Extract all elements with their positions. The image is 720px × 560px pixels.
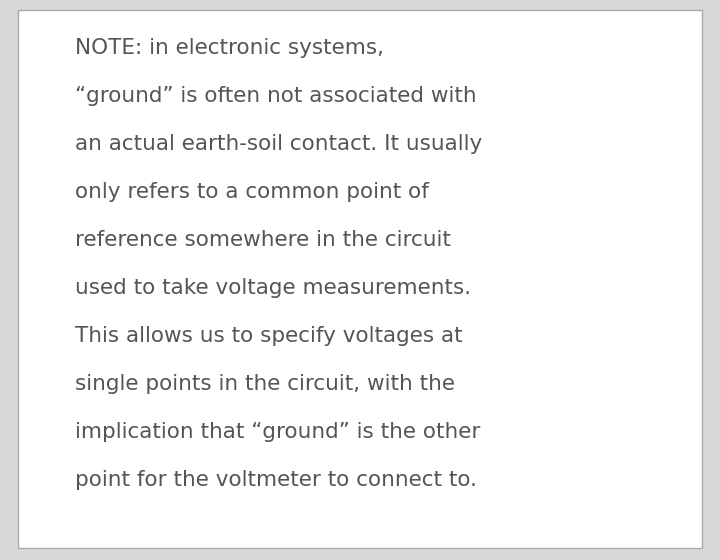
Text: an actual earth-soil contact. It usually: an actual earth-soil contact. It usually [75,134,482,154]
Text: only refers to a common point of: only refers to a common point of [75,182,429,202]
Text: single points in the circuit, with the: single points in the circuit, with the [75,374,455,394]
Text: used to take voltage measurements.: used to take voltage measurements. [75,278,471,298]
Text: NOTE: in electronic systems,: NOTE: in electronic systems, [75,38,384,58]
Text: “ground” is often not associated with: “ground” is often not associated with [75,86,477,106]
Text: point for the voltmeter to connect to.: point for the voltmeter to connect to. [75,470,477,490]
Text: reference somewhere in the circuit: reference somewhere in the circuit [75,230,451,250]
Text: implication that “ground” is the other: implication that “ground” is the other [75,422,480,442]
FancyBboxPatch shape [18,10,702,548]
Text: This allows us to specify voltages at: This allows us to specify voltages at [75,326,463,346]
